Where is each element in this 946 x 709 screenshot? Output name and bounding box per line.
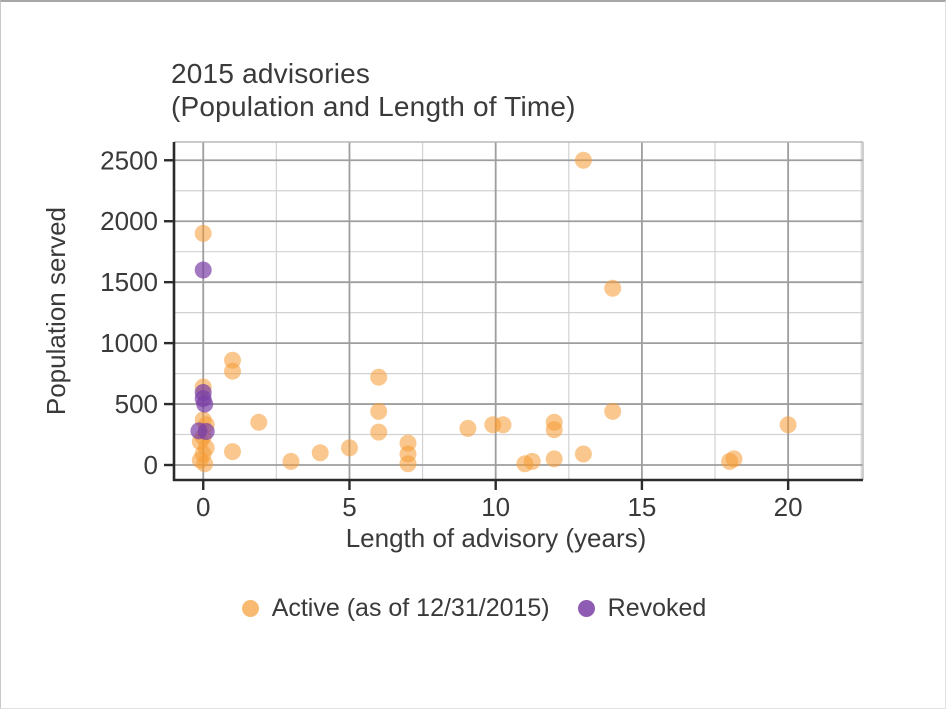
- x-tick-label: 5: [342, 492, 356, 522]
- data-point-revoked: [194, 261, 212, 279]
- legend: Active (as of 12/31/2015) Revoked: [1, 594, 946, 623]
- data-point-active: [779, 416, 797, 434]
- data-point-active: [282, 452, 300, 470]
- data-point-active: [311, 444, 329, 462]
- data-point-active: [224, 362, 241, 380]
- chart-title-line2: (Population and Length of Time): [171, 91, 576, 122]
- legend-dot-icon: [241, 600, 259, 617]
- data-point-active: [341, 439, 358, 457]
- data-point-active: [459, 419, 477, 437]
- data-point-active: [523, 452, 541, 470]
- data-point-active: [196, 455, 214, 473]
- data-point-active: [370, 423, 388, 441]
- data-point-active: [604, 402, 622, 420]
- scatter-plot-area: 0 500 1000 1500 2000 2500 0 5 10 15 20: [100, 141, 864, 522]
- legend-item-revoked: Revoked: [577, 594, 707, 623]
- data-point-active: [604, 279, 622, 297]
- data-point-revoked: [197, 423, 215, 440]
- legend-label: Active (as of 12/31/2015): [271, 594, 550, 622]
- data-point-active: [370, 402, 388, 420]
- legend-label: Revoked: [607, 594, 707, 622]
- data-point-active: [399, 455, 417, 473]
- legend-dot-icon: [577, 600, 595, 617]
- data-point-active: [370, 368, 388, 386]
- data-point-revoked: [196, 395, 214, 413]
- data-point-active: [545, 421, 563, 439]
- data-point-active: [545, 450, 563, 468]
- y-tick-label: 0: [144, 450, 158, 480]
- y-tick-label: 2500: [100, 145, 158, 175]
- x-tick-label: 0: [196, 492, 210, 522]
- y-tick-label: 500: [115, 389, 158, 419]
- x-tick-label: 15: [627, 492, 656, 522]
- y-tick-label: 1000: [100, 328, 158, 358]
- chart-title: 2015 advisories (Population and Length o…: [171, 57, 576, 123]
- x-tick-label: 10: [481, 492, 510, 522]
- data-point-active: [250, 413, 268, 431]
- y-tick-label: 1500: [100, 267, 158, 297]
- data-point-active: [725, 450, 743, 468]
- data-point-active: [194, 224, 212, 242]
- data-point-active: [494, 416, 512, 434]
- data-point-active: [574, 445, 592, 463]
- legend-item-active: Active (as of 12/31/2015): [241, 594, 550, 623]
- x-tick-label: 20: [774, 492, 803, 522]
- chart-title-line1: 2015 advisories: [171, 58, 371, 89]
- y-tick-label: 2000: [100, 206, 158, 236]
- data-point-active: [224, 443, 241, 461]
- x-axis-title: Length of advisory (years): [345, 523, 647, 553]
- data-point-active: [574, 151, 592, 169]
